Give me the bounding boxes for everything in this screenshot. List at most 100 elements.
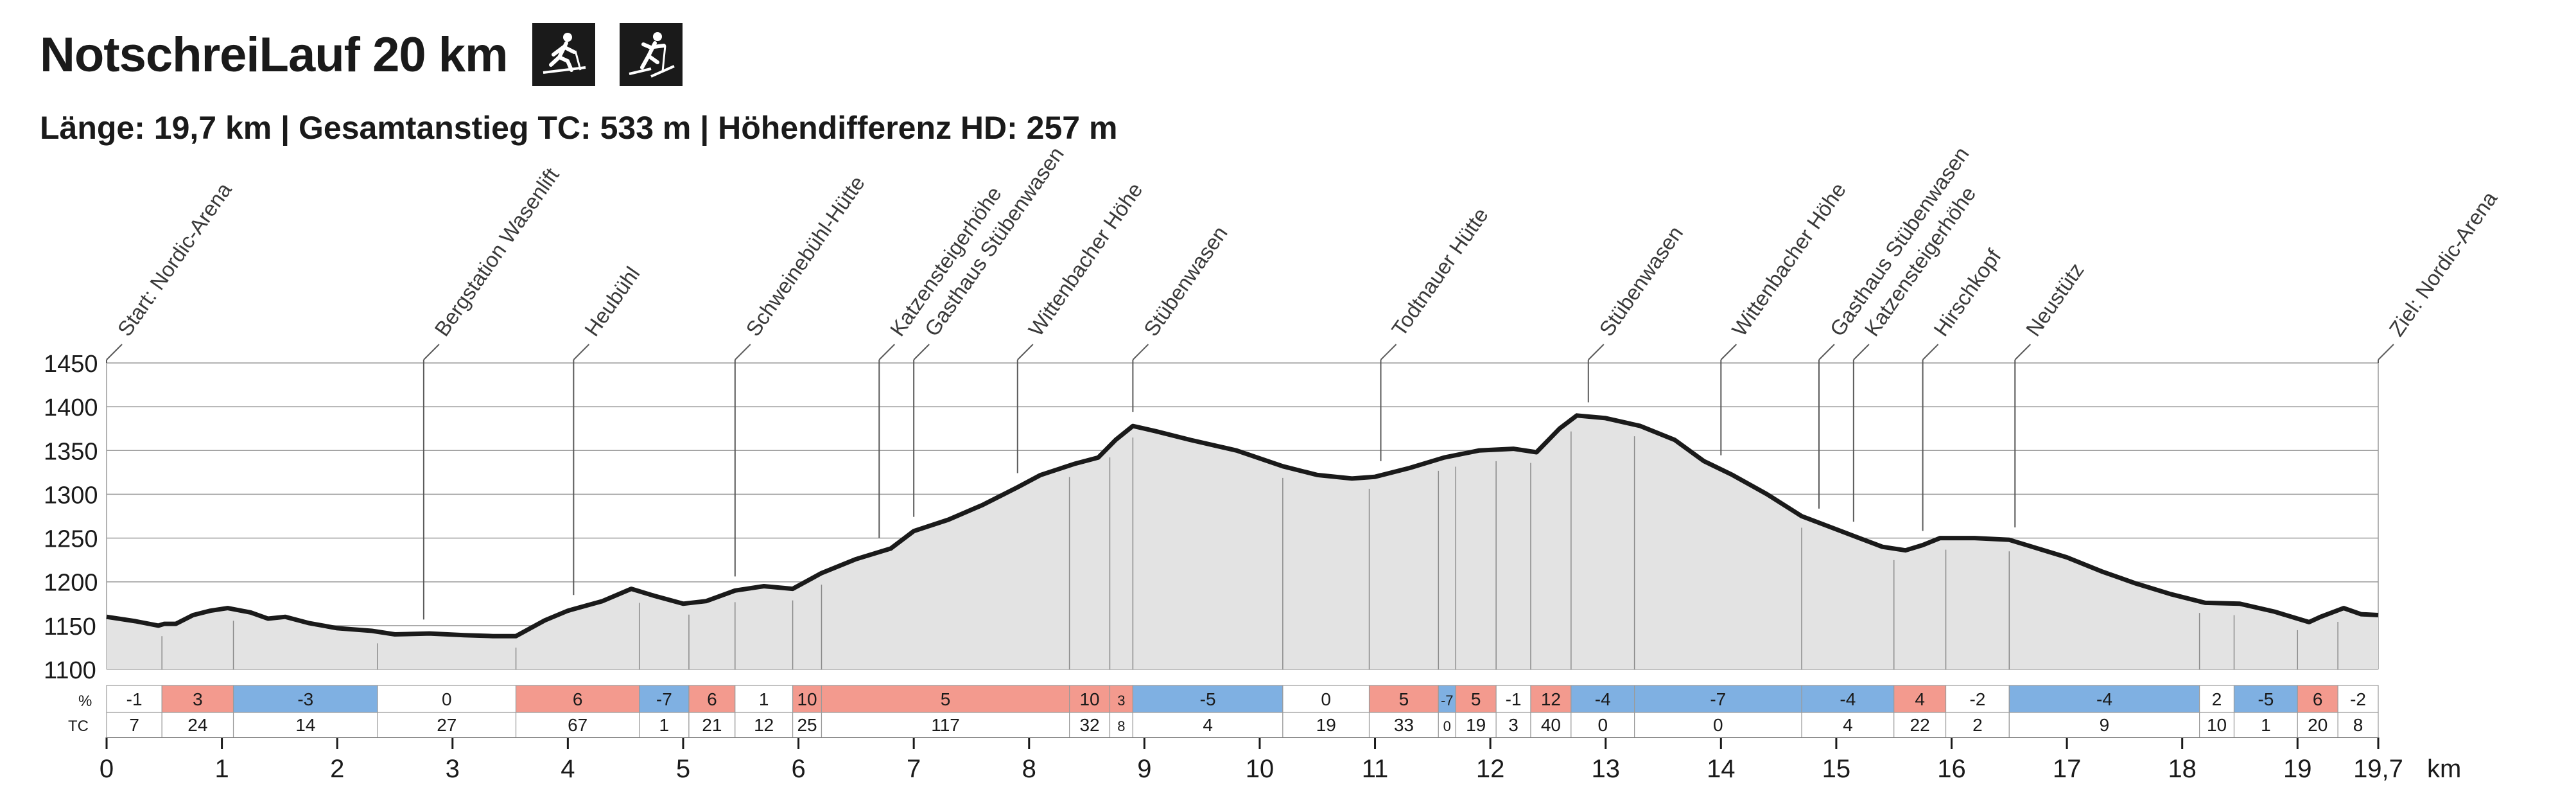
climb-cell [106,712,162,738]
climb-value: 1 [659,715,670,735]
grade-value: 3 [193,689,203,709]
climb-cell [2297,712,2338,738]
y-tick-label: 1150 [44,613,96,640]
grade-value: -4 [1595,689,1611,709]
waypoint-leader-tip [573,344,590,360]
grade-value: -1 [126,689,143,709]
elevation-area [107,415,2378,669]
x-tick-label: 1 [214,755,229,783]
waypoint-leader-tip [1380,344,1397,360]
grade-value: 5 [1471,689,1481,709]
grade-cell [1634,685,1802,713]
x-tick-label: 12 [1476,755,1505,783]
climb-cell [1801,712,1895,738]
y-tick-label: 1250 [44,526,98,553]
climb-cell [2008,712,2200,738]
x-tick-label: 17 [2053,755,2082,783]
x-tick-label: 19 [2283,755,2312,783]
waypoint-label: Stübenwasen [1139,222,1232,340]
grade-cell [2008,685,2200,713]
grade-cell [161,685,234,713]
climb-value: 33 [1394,715,1414,735]
cross-country-skating-skier-icon [619,23,683,86]
waypoint-label: Hirschkopf [1929,244,2006,340]
x-tick-label: 19,7 [2353,755,2403,783]
grade-value: 6 [2313,689,2323,709]
climb-cell [1109,712,1133,738]
grade-value: -5 [1200,689,1216,709]
grade-cell [1368,685,1439,713]
grade-value: -4 [1840,689,1856,709]
grade-value: -3 [297,689,313,709]
climb-cell [2199,712,2235,738]
grade-value: 6 [707,689,717,709]
climb-value: 25 [797,715,817,735]
grade-value: 0 [1321,689,1331,709]
x-tick-label: 9 [1137,755,1151,783]
climb-cell [1069,712,1111,738]
climb-value: 10 [2207,715,2227,735]
climb-value: 32 [1079,715,1099,735]
grade-value: -7 [1441,693,1454,709]
climb-value: 1 [2261,715,2271,735]
x-tick-label: 7 [907,755,921,783]
grade-value: 3 [1117,693,1125,709]
waypoint-leader-tip [2378,344,2394,360]
climb-cell [232,712,378,738]
waypoint-leader-tip [735,344,751,360]
grade-cell [1495,685,1531,713]
x-tick-label: 11 [1362,755,1389,783]
climb-cell [1571,712,1635,738]
x-tick-label: 5 [676,755,690,783]
climb-value: 2 [1972,715,1983,735]
x-axis-unit: km [2427,755,2461,783]
x-tick-label: 4 [561,755,575,783]
waypoint-leader-tip [1922,344,1939,360]
x-tick-label: 18 [2168,755,2197,783]
chart-header: NotschreiLauf 20 km Länge: 19,7 km | Ges… [40,19,1117,146]
x-tick-label: 16 [1937,755,1966,783]
grade-value: 5 [1399,689,1409,709]
climb-cell [1945,712,2010,738]
waypoint-leader-tip [1818,344,1835,360]
climb-value: 22 [1910,715,1930,735]
x-tick-label: 6 [791,755,805,783]
waypoint-label: Heubühl [580,262,645,340]
climb-value: 4 [1203,715,1213,735]
waypoint-label: Neustütz [2021,258,2089,340]
climb-cell [735,712,794,738]
grade-value: -7 [1710,689,1726,709]
grade-value: 1 [759,689,769,709]
climb-value: 19 [1466,715,1486,735]
climb-value: 14 [295,715,315,735]
waypoint-label: Schweinebühl-Hütte [741,172,869,340]
grade-value: -7 [656,689,672,709]
y-tick-label: 1350 [44,438,98,465]
grade-value: -2 [2350,689,2366,709]
waypoint-label: Stübenwasen [1594,222,1687,340]
climb-value: 20 [2308,715,2328,735]
climb-cell [1634,712,1802,738]
grade-value: -4 [2096,689,2112,709]
grade-value: -5 [2258,689,2274,709]
climb-cell [1495,712,1531,738]
waypoint-label: Start: Nordic-Arena [112,178,236,340]
grade-value: 2 [2212,689,2222,709]
grade-cell [1801,685,1895,713]
waypoint-leader-tip [2014,344,2031,360]
climb-row-label: TC [68,718,89,735]
climb-value: 67 [568,715,587,735]
y-tick-label: 1400 [44,394,98,421]
climb-value: 19 [1316,715,1336,735]
grade-value: -1 [1506,689,1522,709]
climb-value: 27 [437,715,457,735]
x-tick-label: 8 [1022,755,1036,783]
waypoint-leader-tip [1853,344,1870,360]
climb-value: 117 [931,715,960,735]
grade-cell [2233,685,2298,713]
climb-value: 0 [1597,715,1608,735]
grade-value: 4 [1915,689,1925,709]
climb-value: 0 [1713,715,1723,735]
cross-country-classic-skier-icon [532,23,595,86]
